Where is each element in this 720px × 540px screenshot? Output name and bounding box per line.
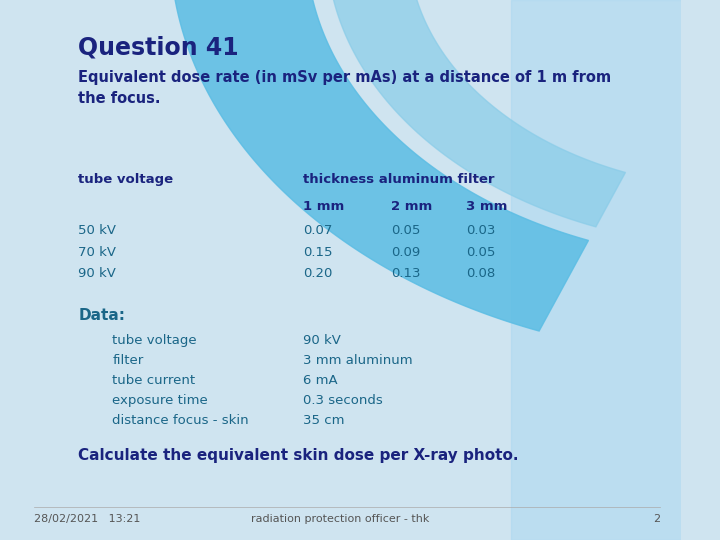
- Text: 0.03: 0.03: [467, 224, 495, 237]
- Text: Calculate the equivalent skin dose per X-ray photo.: Calculate the equivalent skin dose per X…: [78, 448, 519, 463]
- Text: tube voltage: tube voltage: [78, 173, 174, 186]
- Text: 28/02/2021   13:21: 28/02/2021 13:21: [34, 514, 140, 524]
- Text: filter: filter: [112, 354, 143, 367]
- Text: exposure time: exposure time: [112, 394, 208, 407]
- Text: 0.13: 0.13: [392, 267, 421, 280]
- Text: tube current: tube current: [112, 374, 195, 387]
- Text: radiation protection officer - thk: radiation protection officer - thk: [251, 514, 430, 524]
- Text: 0.07: 0.07: [303, 224, 333, 237]
- Text: 0.05: 0.05: [392, 224, 420, 237]
- Text: 35 cm: 35 cm: [303, 414, 344, 427]
- Text: Equivalent dose rate (in mSv per mAs) at a distance of 1 m from
the focus.: Equivalent dose rate (in mSv per mAs) at…: [78, 70, 611, 106]
- Text: tube voltage: tube voltage: [112, 334, 197, 347]
- Polygon shape: [327, 0, 626, 227]
- Text: 0.09: 0.09: [392, 246, 420, 259]
- Text: 90 kV: 90 kV: [78, 267, 116, 280]
- Text: 0.3 seconds: 0.3 seconds: [303, 394, 382, 407]
- Text: 2: 2: [653, 514, 660, 524]
- Text: 3 mm: 3 mm: [467, 200, 508, 213]
- Polygon shape: [170, 0, 588, 331]
- Text: 2 mm: 2 mm: [392, 200, 433, 213]
- Text: 90 kV: 90 kV: [303, 334, 341, 347]
- Text: 70 kV: 70 kV: [78, 246, 117, 259]
- Text: 3 mm aluminum: 3 mm aluminum: [303, 354, 413, 367]
- Text: distance focus - skin: distance focus - skin: [112, 414, 249, 427]
- Text: thickness aluminum filter: thickness aluminum filter: [303, 173, 495, 186]
- Text: 0.08: 0.08: [467, 267, 495, 280]
- Text: 0.20: 0.20: [303, 267, 333, 280]
- Text: 1 mm: 1 mm: [303, 200, 344, 213]
- Text: 0.15: 0.15: [303, 246, 333, 259]
- Text: 0.05: 0.05: [467, 246, 495, 259]
- Text: Data:: Data:: [78, 308, 125, 323]
- Text: Question 41: Question 41: [78, 35, 239, 59]
- Text: 6 mA: 6 mA: [303, 374, 338, 387]
- Text: 50 kV: 50 kV: [78, 224, 117, 237]
